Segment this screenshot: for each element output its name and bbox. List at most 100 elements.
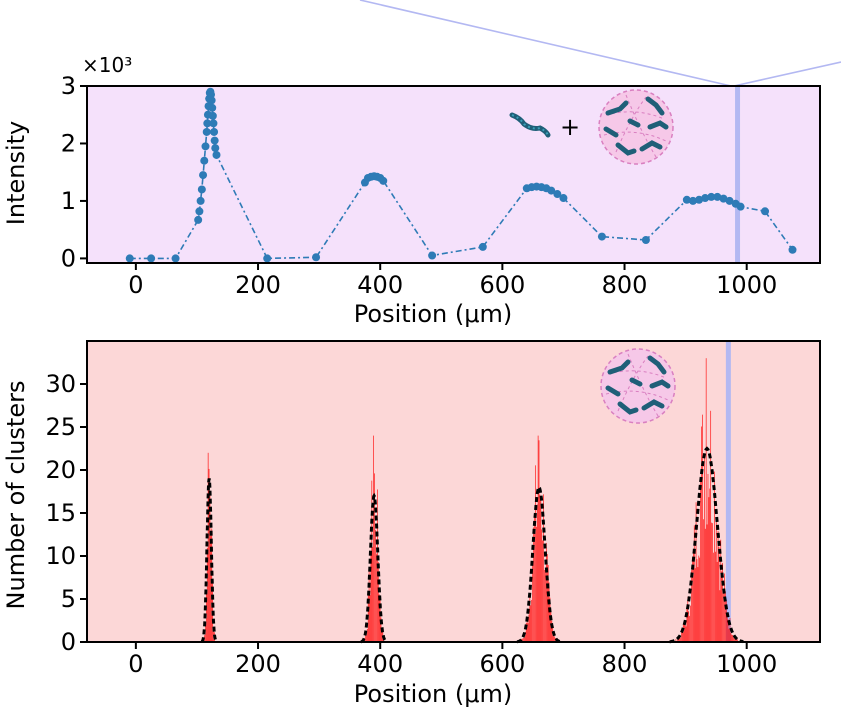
histogram-bar [528, 614, 530, 642]
histogram-bar [725, 601, 727, 642]
histogram-bar [379, 596, 381, 642]
histogram-bar [526, 618, 528, 642]
histogram-bar [736, 638, 737, 642]
histogram-bar [711, 522, 712, 642]
histogram-bar [703, 519, 704, 642]
intensity-y-tick-label: 1 [61, 187, 76, 215]
intensity-point [194, 215, 203, 224]
histogram-bar [365, 634, 366, 642]
histogram-bar [523, 637, 524, 642]
clusters-x-axis-title: Position (μm) [354, 680, 512, 708]
histogram-bar [704, 528, 706, 642]
histogram-bar [524, 631, 526, 642]
histogram-bar [698, 555, 700, 642]
histogram-bar [675, 639, 677, 642]
histogram-bar [732, 635, 734, 642]
histogram-bar [208, 468, 210, 642]
cluster-illustration-top [598, 89, 674, 165]
clusters-y-tick-label: 0 [61, 628, 76, 656]
intensity-point [597, 232, 606, 241]
histogram-bar [719, 590, 721, 642]
intensity-y-tick-label: 2 [61, 129, 76, 157]
clusters-x-tick-label: 800 [602, 650, 648, 678]
histogram-bar [374, 473, 375, 642]
intensity-plot-frame [86, 85, 821, 264]
histogram-bar [538, 440, 540, 642]
histogram-bar [537, 435, 539, 642]
histogram-bar [522, 638, 523, 642]
histogram-bar [704, 457, 705, 642]
gaussian-fit-curve [669, 446, 744, 644]
histogram-bar [701, 426, 702, 642]
histogram-bar [366, 629, 368, 642]
histogram-bar [731, 634, 733, 642]
intensity-point [197, 185, 206, 194]
histogram-bar [707, 473, 709, 642]
histogram-bar [721, 571, 723, 642]
histogram-bar [697, 567, 699, 642]
histogram-bar [724, 573, 725, 642]
histogram-bar [535, 526, 537, 642]
histogram-bar [683, 624, 685, 642]
intensity-point [263, 254, 272, 263]
histogram-bar [714, 551, 716, 642]
histogram-bar [688, 611, 690, 642]
intensity-x-tick-label: 0 [128, 271, 143, 299]
histogram-bar [695, 502, 697, 642]
histogram-bar [715, 519, 717, 642]
histogram-bar [532, 564, 533, 642]
histogram-bar [376, 553, 377, 642]
intensity-point [312, 253, 321, 262]
clusters-plot-frame [86, 340, 821, 643]
histogram-bar [709, 488, 711, 642]
histogram-bar [694, 568, 696, 642]
histogram-bar [686, 606, 688, 642]
intensity-point [725, 196, 734, 205]
intensity-point [208, 103, 217, 112]
intensity-x-tick-label: 1000 [716, 271, 777, 299]
intensity-point [171, 254, 180, 263]
intensity-point [547, 186, 556, 195]
histogram-bar [692, 560, 693, 642]
histogram-bar [546, 542, 547, 642]
histogram-bar [717, 531, 719, 642]
intensity-point [147, 254, 156, 263]
histogram-bar [700, 479, 701, 642]
histogram-bar [535, 465, 536, 642]
histogram-bar [554, 636, 555, 642]
intensity-point [713, 192, 722, 201]
histogram-bar [371, 480, 373, 642]
histogram-bar [680, 637, 681, 642]
intensity-series [125, 87, 797, 263]
histogram-bar [375, 529, 376, 642]
intensity-point [761, 207, 770, 216]
histogram-bar [720, 539, 722, 642]
histogram-bar [736, 639, 738, 642]
intensity-highlight-band [735, 86, 741, 263]
intensity-point [478, 242, 487, 251]
histogram-bar [531, 599, 532, 642]
histogram-bar [699, 557, 701, 642]
histogram-bar [734, 638, 735, 642]
intensity-y-tick-label: 0 [61, 244, 76, 272]
clusters-y-axis-title: Number of clusters [2, 381, 30, 610]
histogram-bar [728, 628, 730, 642]
intensity-point [210, 136, 219, 145]
histogram-bar [690, 605, 691, 642]
intensity-point [202, 127, 211, 136]
histogram-bar [372, 546, 374, 642]
histogram-bar [529, 597, 531, 642]
clusters-x-tick-label: 0 [128, 650, 143, 678]
clusters-y-tick-label: 30 [45, 370, 76, 398]
histogram-bar [681, 629, 682, 642]
histogram-bar [542, 540, 543, 642]
intensity-point [208, 111, 217, 120]
clusters-x-ticks: 0 200 400 600 800 1000 [128, 642, 777, 678]
histogram-bar [366, 632, 367, 642]
histogram-bar [546, 554, 548, 642]
histogram-bar [702, 414, 703, 642]
clusters-y-tick-label: 25 [45, 413, 76, 441]
histogram-bar [206, 548, 208, 642]
histogram-bar [679, 636, 680, 642]
